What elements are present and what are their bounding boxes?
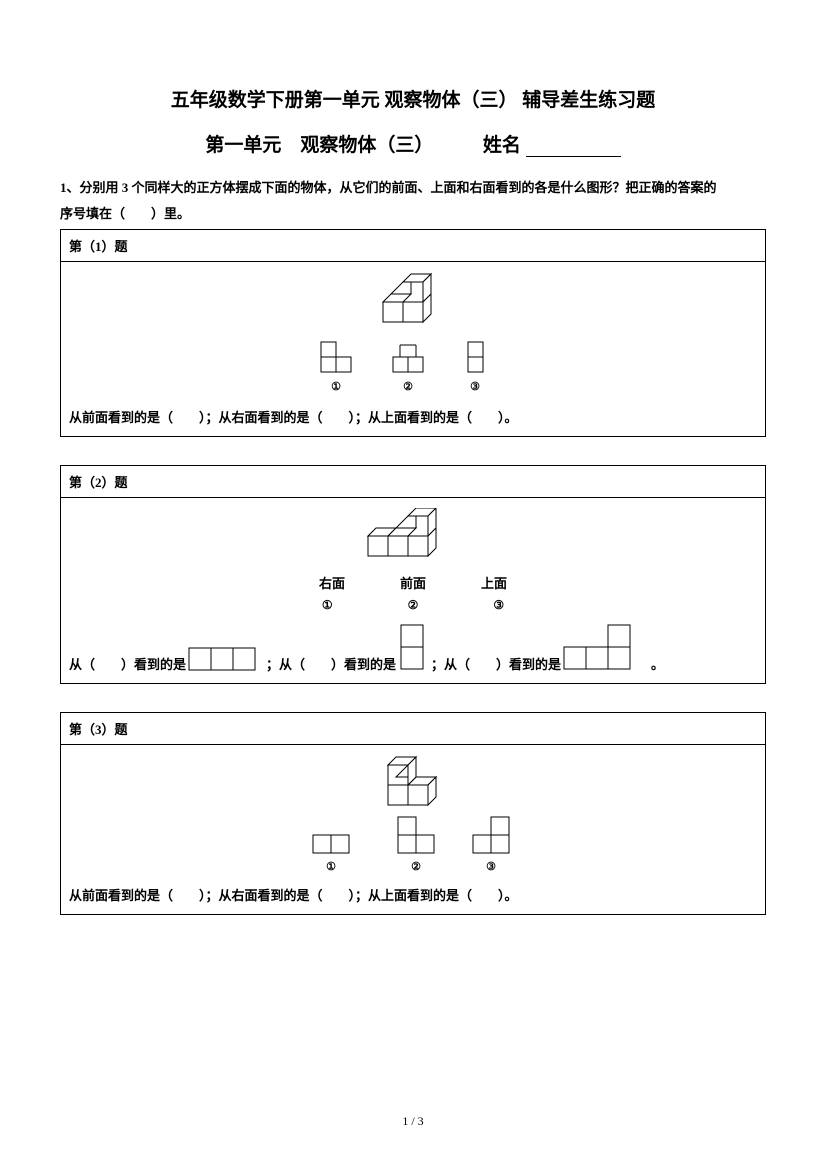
- svg-text:③: ③: [486, 861, 496, 873]
- q1-figure: ① ② ③: [69, 272, 757, 397]
- svg-text:②: ②: [411, 861, 421, 873]
- main-title: 五年级数学下册第一单元 观察物体（三） 辅导差生练习题: [60, 85, 766, 112]
- name-input-line[interactable]: [526, 156, 621, 157]
- q3-text: 从前面看到的是（ ）；从右面看到的是（ ）；从上面看到的是（ ）。: [69, 885, 757, 904]
- question-2-body: 右面 前面 上面 ① ② ③ 从（ ）看到的是 ；从（ ）看到的是: [61, 498, 765, 683]
- instruction-line-2: 序号填在（ ）里。: [60, 201, 766, 227]
- q2-label-top: 上面: [481, 573, 507, 592]
- q2-t2: ；从（ ）看到的是: [266, 654, 396, 673]
- subtitle-row: 第一单元 观察物体（三） 姓名: [60, 130, 766, 157]
- question-1-box: 第（1）题: [60, 229, 766, 437]
- subtitle-left: 第一单元 观察物体（三）: [205, 135, 433, 156]
- q2-num-1: ①: [322, 598, 333, 613]
- question-3-box: 第（3）题: [60, 712, 766, 915]
- question-2-box: 第（2）题: [60, 465, 766, 684]
- q1-svg: ① ② ③: [303, 272, 523, 397]
- q2-t4: 。: [651, 654, 664, 673]
- question-1-body: ① ② ③ 从前面看到的是（ ）；从右面看到的是（ ）；从上面看到的是（ ）。: [61, 262, 765, 436]
- svg-text:①: ①: [331, 381, 341, 393]
- q1-text: 从前面看到的是（ ）；从右面看到的是（ ）；从上面看到的是（ ）。: [69, 407, 757, 426]
- name-label: 姓名: [483, 135, 521, 156]
- question-3-header: 第（3）题: [61, 713, 765, 745]
- q3-svg: ① ② ③: [273, 755, 553, 875]
- q2-num-2: ②: [408, 598, 419, 613]
- svg-text:②: ②: [403, 381, 413, 393]
- q3-figure: ① ② ③: [69, 755, 757, 875]
- svg-text:①: ①: [326, 861, 336, 873]
- instruction-line-1: 1、分别用 3 个同样大的正方体摆成下面的物体，从它们的前面、上面和右面看到的各…: [60, 175, 766, 201]
- q2-shape-3: [561, 623, 651, 673]
- q2-num-3: ③: [493, 598, 504, 613]
- svg-text:③: ③: [470, 381, 480, 393]
- question-1-header: 第（1）题: [61, 230, 765, 262]
- q2-svg-3d: [358, 508, 468, 563]
- q2-t3: ；从（ ）看到的是: [431, 654, 561, 673]
- page-number: 1 / 3: [0, 1114, 826, 1129]
- q2-t1: 从（ ）看到的是: [69, 654, 186, 673]
- q2-nums: ① ② ③: [69, 598, 757, 613]
- q2-shape-2: [396, 623, 431, 673]
- question-3-body: ① ② ③ 从前面看到的是（ ）；从右面看到的是（ ）；从上面看到的是（ ）。: [61, 745, 765, 914]
- q2-figure-3d: [69, 508, 757, 563]
- question-2-header: 第（2）题: [61, 466, 765, 498]
- q2-label-right: 右面: [319, 573, 345, 592]
- q2-shape-1: [186, 643, 266, 673]
- q2-labels: 右面 前面 上面: [69, 573, 757, 592]
- q2-answer-row: 从（ ）看到的是 ；从（ ）看到的是 ；从（ ）看到的是: [69, 623, 757, 673]
- q2-label-front: 前面: [400, 573, 426, 592]
